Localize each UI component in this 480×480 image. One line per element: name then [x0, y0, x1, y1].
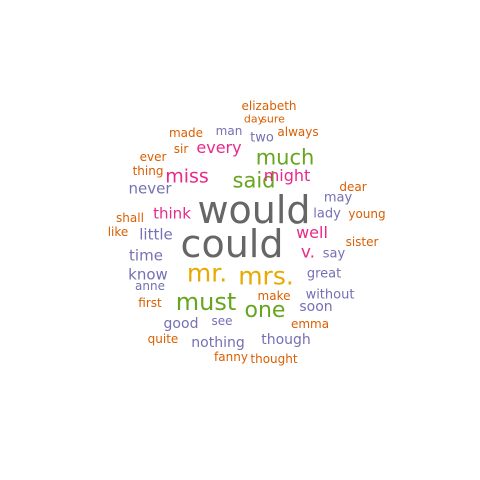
word-ever: ever	[139, 150, 167, 164]
word-day: day	[243, 112, 265, 126]
word-anne: anne	[135, 279, 165, 293]
word-must: must	[175, 288, 237, 316]
word-v: v.	[300, 242, 316, 263]
word-dear: dear	[339, 180, 367, 194]
word-great: great	[306, 266, 342, 282]
word-would: would	[197, 188, 311, 232]
word-mrs: mrs.	[238, 261, 294, 291]
word-man: man	[215, 124, 243, 138]
word-never: never	[128, 179, 172, 198]
word-said: said	[232, 168, 276, 193]
word-good: good	[163, 316, 199, 332]
word-little: little	[139, 225, 173, 244]
word-might: might	[263, 166, 311, 185]
word-could: could	[180, 222, 284, 266]
word-like: like	[107, 225, 129, 239]
word-know: know	[128, 265, 168, 284]
word-say: say	[322, 246, 346, 262]
word-quite: quite	[147, 332, 179, 346]
word-though: though	[261, 332, 311, 348]
word-sir: sir	[173, 142, 189, 156]
word-shall: shall	[116, 211, 144, 225]
word-see: see	[211, 314, 233, 328]
word-without: without	[305, 287, 355, 303]
word-sister: sister	[345, 235, 379, 249]
word-soon: soon	[299, 299, 333, 315]
word-fanny: fanny	[214, 350, 248, 364]
word-young: young	[348, 207, 386, 221]
word-much: much	[255, 145, 315, 170]
word-well: well	[296, 223, 328, 242]
word-thought: thought	[250, 352, 298, 366]
word-first: first	[138, 296, 162, 310]
word-always: always	[277, 125, 319, 139]
word-think: think	[153, 204, 191, 223]
word-made: made	[168, 126, 204, 140]
word-lady: lady	[313, 206, 341, 222]
word-two: two	[250, 130, 274, 146]
word-nothing: nothing	[191, 335, 245, 351]
word-one: one	[244, 298, 286, 323]
word-time: time	[129, 246, 163, 265]
word-thing: thing	[132, 164, 164, 178]
word-emma: emma	[290, 317, 330, 331]
word-may: may	[323, 190, 353, 206]
word-make: make	[257, 289, 291, 303]
word-every: every	[196, 138, 242, 157]
word-miss: miss	[165, 165, 209, 188]
word-sure: sure	[261, 112, 285, 126]
word-elizabeth: elizabeth	[241, 99, 297, 113]
word-mr: mr.	[186, 258, 228, 288]
